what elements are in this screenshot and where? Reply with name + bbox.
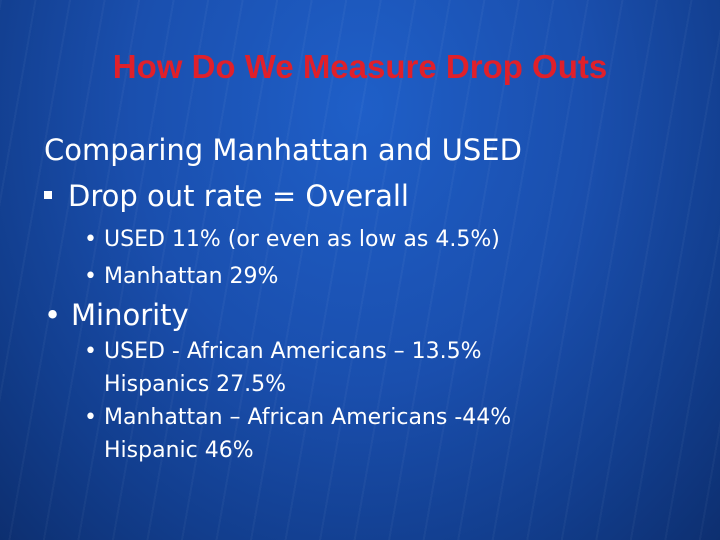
bullet-text: USED 11% (or even as low as 4.5%) — [104, 227, 500, 252]
bullet-text: USED - African Americans – 13.5% — [104, 339, 482, 364]
dot-bullet-icon: • — [84, 339, 97, 364]
bullet-text: Manhattan 29% — [104, 264, 279, 289]
bullet-used-overall: • USED 11% (or even as low as 4.5%) — [84, 227, 500, 252]
bullet-text: Drop out rate = Overall — [68, 179, 409, 213]
bullet-used-minority: • USED - African Americans – 13.5% — [84, 339, 482, 364]
dot-bullet-icon: • — [44, 298, 62, 332]
dot-bullet-icon: • — [84, 227, 97, 252]
lead-text: Comparing Manhattan and USED — [44, 133, 522, 167]
bullet-continuation: Hispanic 46% — [104, 438, 254, 463]
square-bullet-icon — [44, 191, 52, 199]
bullet-minority: • Minority — [44, 298, 189, 332]
bullet-manhattan-overall: • Manhattan 29% — [84, 264, 278, 289]
bullet-continuation: Hispanics 27.5% — [104, 372, 287, 397]
bullet-text: Manhattan – African Americans -44% — [104, 405, 512, 430]
bullet-manhattan-minority: • Manhattan – African Americans -44% — [84, 405, 511, 430]
slide-title: How Do We Measure Drop Outs — [112, 48, 608, 85]
dot-bullet-icon: • — [84, 264, 97, 289]
dot-bullet-icon: • — [84, 405, 97, 430]
bullet-drop-out-rate: Drop out rate = Overall — [44, 179, 409, 213]
bullet-text: Minority — [71, 298, 189, 332]
